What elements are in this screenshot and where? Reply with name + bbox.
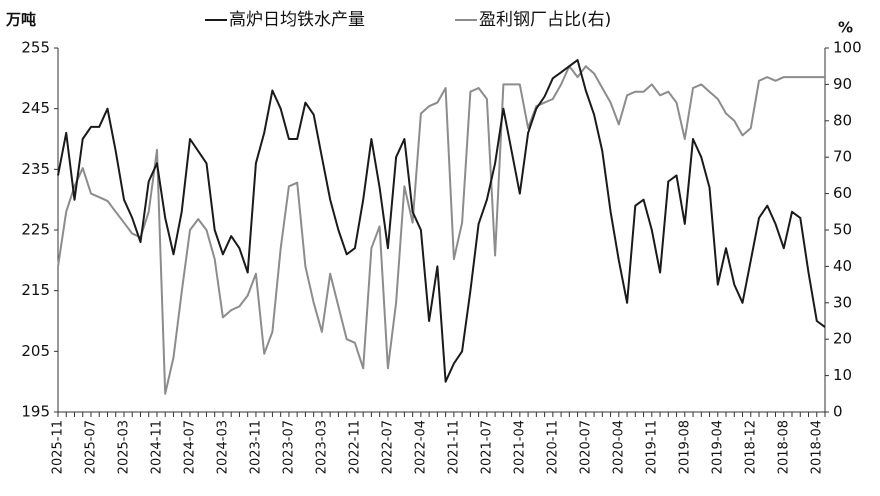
y2-tick-label: 70 — [833, 148, 852, 166]
y2-tick-label: 0 — [833, 403, 843, 421]
x-tick-label: 2022-04 — [413, 420, 428, 474]
x-tick-label: 2025-07 — [83, 420, 98, 474]
legend-label: 高炉日均铁水产量 — [229, 10, 365, 30]
x-tick-label: 2024-07 — [182, 420, 197, 474]
y2-tick-label: 20 — [833, 330, 852, 348]
y-tick-label: 235 — [21, 160, 50, 178]
x-tick-label: 2020-07 — [578, 420, 593, 474]
x-tick-label: 2025-03 — [116, 420, 131, 474]
x-tick-label: 2019-08 — [677, 420, 692, 474]
y-axis-label: 万吨 — [5, 11, 36, 29]
y-tick-label: 255 — [21, 39, 50, 57]
x-tick-label: 2025-11 — [51, 420, 66, 474]
y-tick-label: 215 — [21, 281, 50, 299]
y-tick-label: 225 — [21, 221, 50, 239]
x-tick-label: 2020-11 — [545, 420, 560, 474]
y-tick-label: 195 — [21, 403, 50, 421]
x-tick-label: 2023-03 — [314, 420, 329, 474]
x-tick-label: 2018-12 — [743, 420, 758, 474]
y-tick-label: 205 — [21, 342, 50, 360]
x-tick-label: 2019-11 — [644, 420, 659, 474]
x-tick-label: 2018-04 — [809, 420, 824, 474]
x-tick-label: 2021-07 — [479, 420, 494, 474]
x-tick-label: 2023-11 — [248, 420, 263, 474]
y2-tick-label: 90 — [833, 75, 852, 93]
x-tick-label: 2023-07 — [281, 420, 296, 474]
y2-tick-label: 80 — [833, 111, 852, 129]
x-tick-label: 2022-07 — [380, 420, 395, 474]
y2-tick-label: 50 — [833, 221, 852, 239]
x-tick-label: 2019-04 — [710, 420, 725, 474]
x-tick-label: 2024-11 — [149, 420, 164, 474]
x-tick-label: 2021-11 — [446, 420, 461, 474]
y2-tick-label: 100 — [833, 39, 862, 57]
y2-tick-label: 40 — [833, 257, 852, 275]
series-line — [57, 65, 825, 395]
y2-tick-label: 30 — [833, 293, 852, 311]
x-tick-label: 2022-11 — [347, 420, 362, 474]
x-tick-label: 2018-08 — [776, 420, 791, 474]
x-tick-label: 2024-03 — [215, 420, 230, 474]
y-tick-label: 245 — [21, 99, 50, 117]
legend-label: 盈利钢厂占比(右) — [479, 10, 611, 30]
x-tick-label: 2020-04 — [611, 420, 626, 474]
series-line — [57, 59, 826, 383]
x-tick-label: 2021-04 — [512, 420, 527, 474]
y2-tick-label: 10 — [833, 366, 852, 384]
y2-tick-label: 60 — [833, 184, 852, 202]
y2-axis-label: % — [838, 19, 853, 37]
